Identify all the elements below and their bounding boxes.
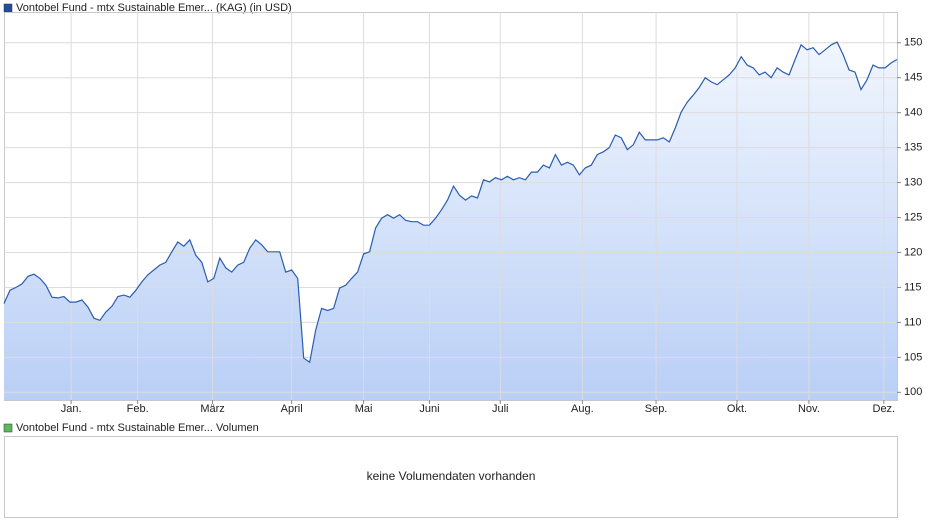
legend-swatch: [3, 423, 13, 433]
y-tick-label: 105: [904, 351, 922, 363]
legend-label: Vontobel Fund - mtx Sustainable Emer... …: [16, 422, 259, 434]
x-tick-label: Sep.: [645, 403, 668, 415]
y-tick-label: 135: [904, 142, 922, 154]
y-tick-label: 120: [904, 246, 922, 258]
y-tick-label: 100: [904, 386, 922, 398]
y-tick-label: 130: [904, 176, 922, 188]
x-tick-label: April: [281, 403, 303, 415]
legend-label: Vontobel Fund - mtx Sustainable Emer... …: [16, 2, 292, 14]
price-line: [3, 41, 898, 364]
y-tick-label: 150: [904, 37, 922, 49]
no-data-message: keine Volumendaten vorhanden: [367, 469, 536, 483]
x-tick-label: Juni: [419, 403, 439, 415]
legend-swatch: [3, 3, 13, 13]
x-tick-label: Juli: [492, 403, 509, 415]
y-tick-label: 145: [904, 72, 922, 84]
volume-frame: [4, 436, 898, 518]
plot-frame: [4, 12, 898, 401]
x-tick-label: März: [200, 403, 224, 415]
x-tick-label: Nov.: [798, 403, 820, 415]
y-tick-label: 110: [904, 316, 922, 328]
y-tick-label: 140: [904, 107, 922, 119]
x-tick-label: Aug.: [571, 403, 594, 415]
y-tick-label: 115: [904, 281, 922, 293]
y-tick-label: 125: [904, 211, 922, 223]
x-tick-label: Jan.: [61, 403, 82, 415]
x-tick-label: Dez.: [873, 403, 896, 415]
x-tick-label: Mai: [355, 403, 373, 415]
x-tick-label: Feb.: [127, 403, 149, 415]
x-tick-label: Okt.: [727, 403, 747, 415]
